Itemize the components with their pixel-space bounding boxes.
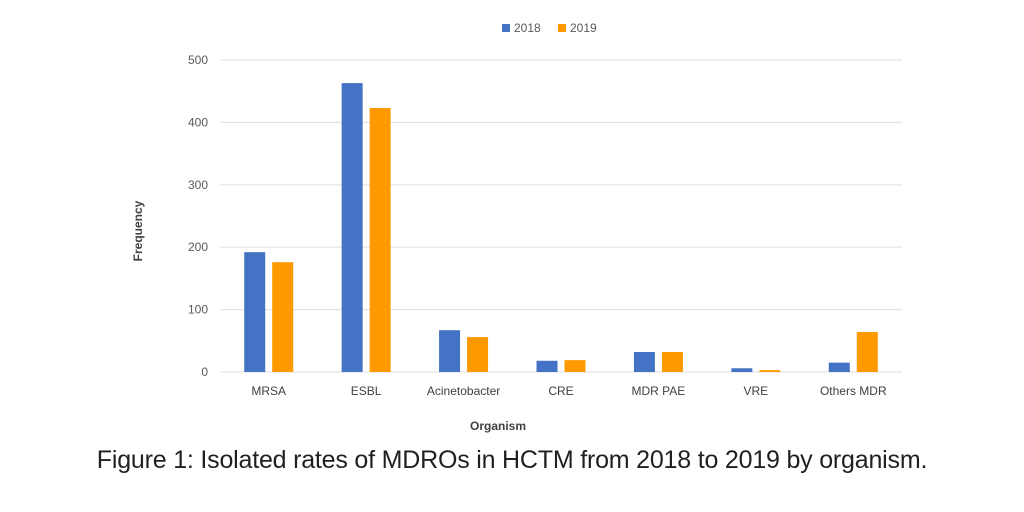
y-tick-label: 300 bbox=[188, 178, 208, 192]
y-tick-label: 100 bbox=[188, 303, 208, 317]
x-tick-label: VRE bbox=[744, 384, 769, 398]
figure-caption: Figure 1: Isolated rates of MDROs in HCT… bbox=[96, 446, 928, 474]
bar-2019-cre bbox=[564, 360, 586, 372]
legend-label-2018: 2018 bbox=[514, 21, 541, 35]
bar-2018-vre bbox=[731, 368, 753, 372]
y-tick-label: 0 bbox=[201, 365, 208, 379]
x-tick-label: CRE bbox=[548, 384, 573, 398]
x-tick-label: MDR PAE bbox=[632, 384, 686, 398]
legend-swatch-2019 bbox=[558, 24, 566, 32]
bar-2019-mdr-pae bbox=[661, 352, 683, 372]
bar-2019-mrsa bbox=[272, 262, 294, 372]
y-tick-label: 500 bbox=[188, 53, 208, 67]
bar-2018-mrsa bbox=[244, 252, 266, 372]
bar-2019-vre bbox=[759, 370, 781, 372]
bar-2018-acinetobacter bbox=[439, 330, 461, 372]
x-axis-categories: MRSA ESBL Acinetobacter CRE MDR PAE VRE Others… bbox=[251, 384, 887, 398]
gridlines bbox=[220, 59, 902, 373]
y-tick-label: 400 bbox=[188, 115, 208, 129]
bar-2019-esbl bbox=[369, 108, 391, 372]
legend-swatch-2018 bbox=[502, 24, 510, 32]
legend-label-2019: 2019 bbox=[570, 21, 597, 35]
y-axis-title: Frequency bbox=[131, 200, 145, 261]
x-tick-label: Acinetobacter bbox=[427, 384, 500, 398]
bar-2018-others-mdr bbox=[828, 362, 850, 372]
y-tick-label: 200 bbox=[188, 240, 208, 254]
bar-2018-cre bbox=[536, 360, 558, 372]
x-axis-title: Organism bbox=[470, 419, 526, 433]
bar-2018-mdr-pae bbox=[633, 352, 655, 372]
bar-chart: 0 100 200 300 400 500 MRSA ESBL Acinetobacter CR… bbox=[131, 21, 902, 433]
legend: 2018 2019 bbox=[502, 21, 597, 35]
bar-2019-others-mdr bbox=[856, 332, 878, 372]
y-axis-ticks: 0 100 200 300 400 500 bbox=[188, 53, 208, 379]
x-tick-label: ESBL bbox=[351, 384, 382, 398]
bar-2018-esbl bbox=[341, 83, 363, 372]
bars bbox=[244, 83, 878, 372]
x-tick-label: MRSA bbox=[251, 384, 286, 398]
x-tick-label: Others MDR bbox=[820, 384, 887, 398]
bar-2019-acinetobacter bbox=[467, 337, 489, 372]
